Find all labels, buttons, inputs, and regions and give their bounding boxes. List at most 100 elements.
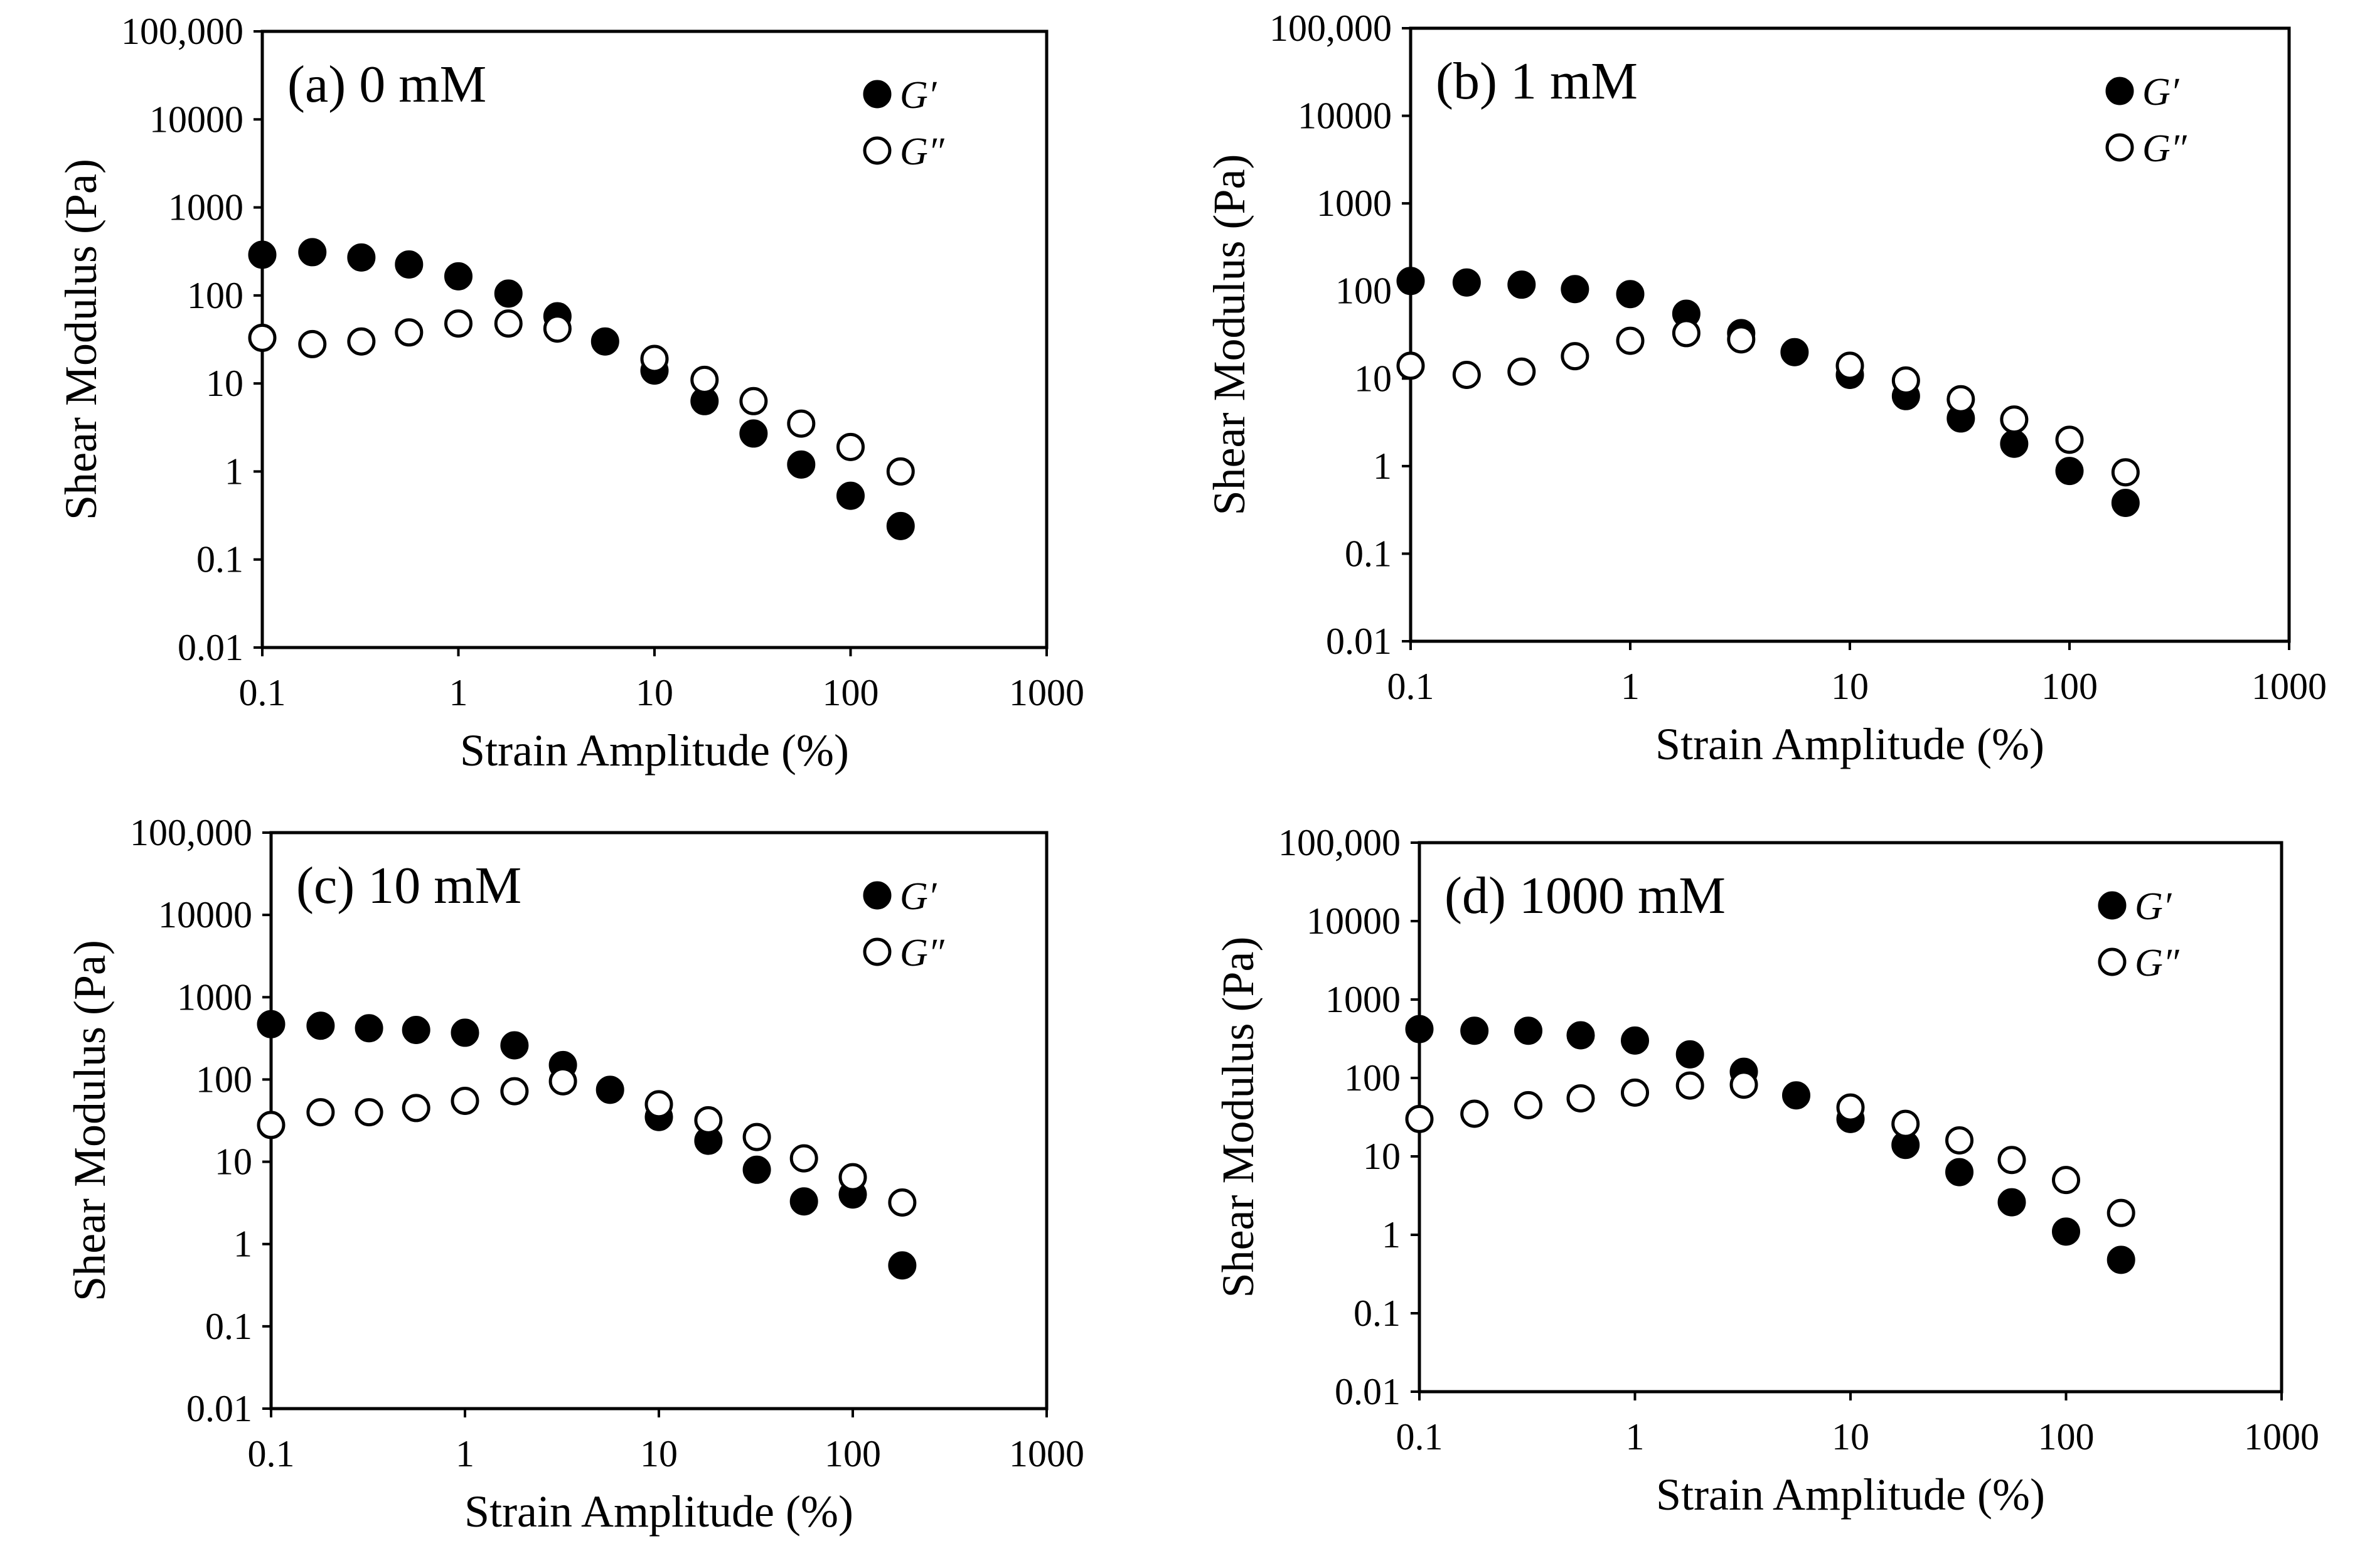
- g-double-prime-point: [1946, 385, 1975, 413]
- g-double-prime-point: [500, 1077, 529, 1106]
- x-axis-title: Strain Amplitude (%): [464, 1486, 853, 1537]
- panel-title: (d) 1000 mM: [1445, 867, 1726, 925]
- x-tick-label: 100: [825, 1433, 881, 1475]
- g-prime-point: [1621, 1026, 1649, 1055]
- g-double-prime-point: [644, 1090, 673, 1119]
- x-tick-label: 0.1: [1387, 666, 1434, 707]
- x-tick-label: 0.1: [239, 672, 286, 713]
- g-prime-point: [1396, 267, 1425, 296]
- x-axis-title: Strain Amplitude (%): [460, 725, 849, 776]
- g-prime-point: [248, 240, 277, 269]
- y-tick-label: 10000: [149, 99, 243, 140]
- y-tick-label: 1: [233, 1224, 252, 1265]
- legend-label: G″: [2142, 127, 2187, 170]
- g-double-prime-point: [355, 1098, 383, 1127]
- g-double-prime-point: [1405, 1104, 1434, 1133]
- g-prime-point: [1945, 1158, 1974, 1187]
- g-double-prime-point: [1835, 351, 1864, 380]
- g-double-prime-point: [1891, 1109, 1920, 1138]
- y-tick-label: 0.01: [186, 1388, 252, 1429]
- g-prime-point: [2052, 1217, 2080, 1246]
- x-tick-label: 1: [1621, 666, 1640, 707]
- g-prime-point: [789, 1187, 818, 1216]
- x-tick-label: 10: [640, 1433, 678, 1475]
- g-double-prime-point: [2111, 458, 2140, 487]
- g-prime-point: [1782, 1081, 1811, 1110]
- g-prime-point: [1507, 270, 1536, 299]
- y-tick-label: 0.1: [1345, 533, 1392, 574]
- g-prime-point: [886, 511, 915, 540]
- y-tick-label: 1: [1382, 1214, 1401, 1256]
- y-tick-label: 100: [187, 275, 243, 316]
- g-double-prime-point: [1452, 361, 1481, 390]
- y-axis-title: Shear Modulus (Pa): [65, 940, 115, 1301]
- g-double-prime-point: [1507, 357, 1536, 386]
- legend-marker: [2098, 947, 2127, 976]
- g-prime-point: [1780, 338, 1809, 366]
- y-tick-label: 0.01: [1326, 621, 1392, 662]
- g-prime-point: [888, 1251, 917, 1280]
- g-double-prime-point: [451, 1086, 479, 1115]
- g-prime-point: [451, 1018, 479, 1047]
- legend-label: G′: [900, 875, 937, 918]
- g-prime-point: [306, 1011, 335, 1040]
- y-tick-label: 10000: [158, 894, 252, 936]
- x-tick-label: 0.1: [248, 1433, 295, 1475]
- panel-title: (b) 1 mM: [1436, 52, 1638, 110]
- g-double-prime-point: [395, 318, 424, 347]
- g-double-prime-point: [306, 1098, 335, 1127]
- legend-marker: [2105, 77, 2134, 105]
- y-tick-label: 0.1: [205, 1306, 252, 1347]
- g-double-prime-point: [1396, 351, 1425, 380]
- x-tick-label: 10: [1831, 666, 1869, 707]
- y-tick-label: 1000: [168, 187, 243, 228]
- g-prime-point: [1561, 275, 1589, 304]
- x-tick-label: 1: [456, 1433, 474, 1475]
- y-axis-title: Shear Modulus (Pa): [56, 159, 106, 520]
- g-double-prime-point: [1997, 1146, 2026, 1175]
- y-tick-label: 10: [1354, 358, 1392, 399]
- plot-frame: [1409, 26, 2291, 643]
- y-tick-label: 100,000: [121, 11, 243, 52]
- panel-title: (a) 0 mM: [287, 55, 486, 114]
- g-prime-point: [1460, 1016, 1489, 1045]
- g-double-prime-point: [257, 1111, 286, 1139]
- g-double-prime-point: [2052, 1166, 2080, 1195]
- g-double-prime-point: [2000, 405, 2029, 434]
- x-tick-label: 1: [1626, 1416, 1645, 1458]
- legend-label: G′: [900, 74, 937, 117]
- g-double-prime-point: [694, 1106, 723, 1134]
- legend-marker: [863, 80, 892, 109]
- panel-title: (c) 10 mM: [296, 856, 521, 915]
- g-double-prime-point: [1561, 342, 1589, 371]
- g-double-prime-point: [494, 309, 523, 338]
- g-prime-point: [402, 1015, 430, 1044]
- g-prime-point: [595, 1075, 624, 1104]
- g-double-prime-point: [742, 1123, 771, 1151]
- g-double-prime-point: [640, 344, 669, 373]
- legend-label: G′: [2142, 71, 2180, 114]
- x-axis-title: Strain Amplitude (%): [1656, 1469, 2045, 1520]
- y-tick-label: 10000: [1306, 900, 1401, 942]
- legend-marker: [863, 881, 892, 910]
- x-tick-label: 1000: [1009, 672, 1084, 713]
- y-tick-label: 100,000: [130, 812, 252, 853]
- y-tick-label: 0.1: [196, 539, 243, 580]
- x-tick-label: 100: [823, 672, 879, 713]
- g-double-prime-point: [739, 387, 768, 415]
- g-prime-point: [355, 1014, 383, 1043]
- g-double-prime-point: [2107, 1198, 2135, 1227]
- y-tick-label: 10000: [1298, 95, 1392, 137]
- g-double-prime-point: [1891, 366, 1920, 395]
- y-tick-label: 1000: [1316, 183, 1392, 224]
- y-tick-label: 10: [206, 363, 243, 404]
- y-tick-label: 1: [225, 451, 243, 492]
- g-prime-point: [1566, 1021, 1595, 1050]
- x-tick-label: 100: [2041, 666, 2098, 707]
- y-axis-title: Shear Modulus (Pa): [1213, 937, 1263, 1298]
- g-prime-point: [1452, 268, 1481, 297]
- x-tick-label: 1: [449, 672, 468, 713]
- g-double-prime-point: [1727, 325, 1756, 354]
